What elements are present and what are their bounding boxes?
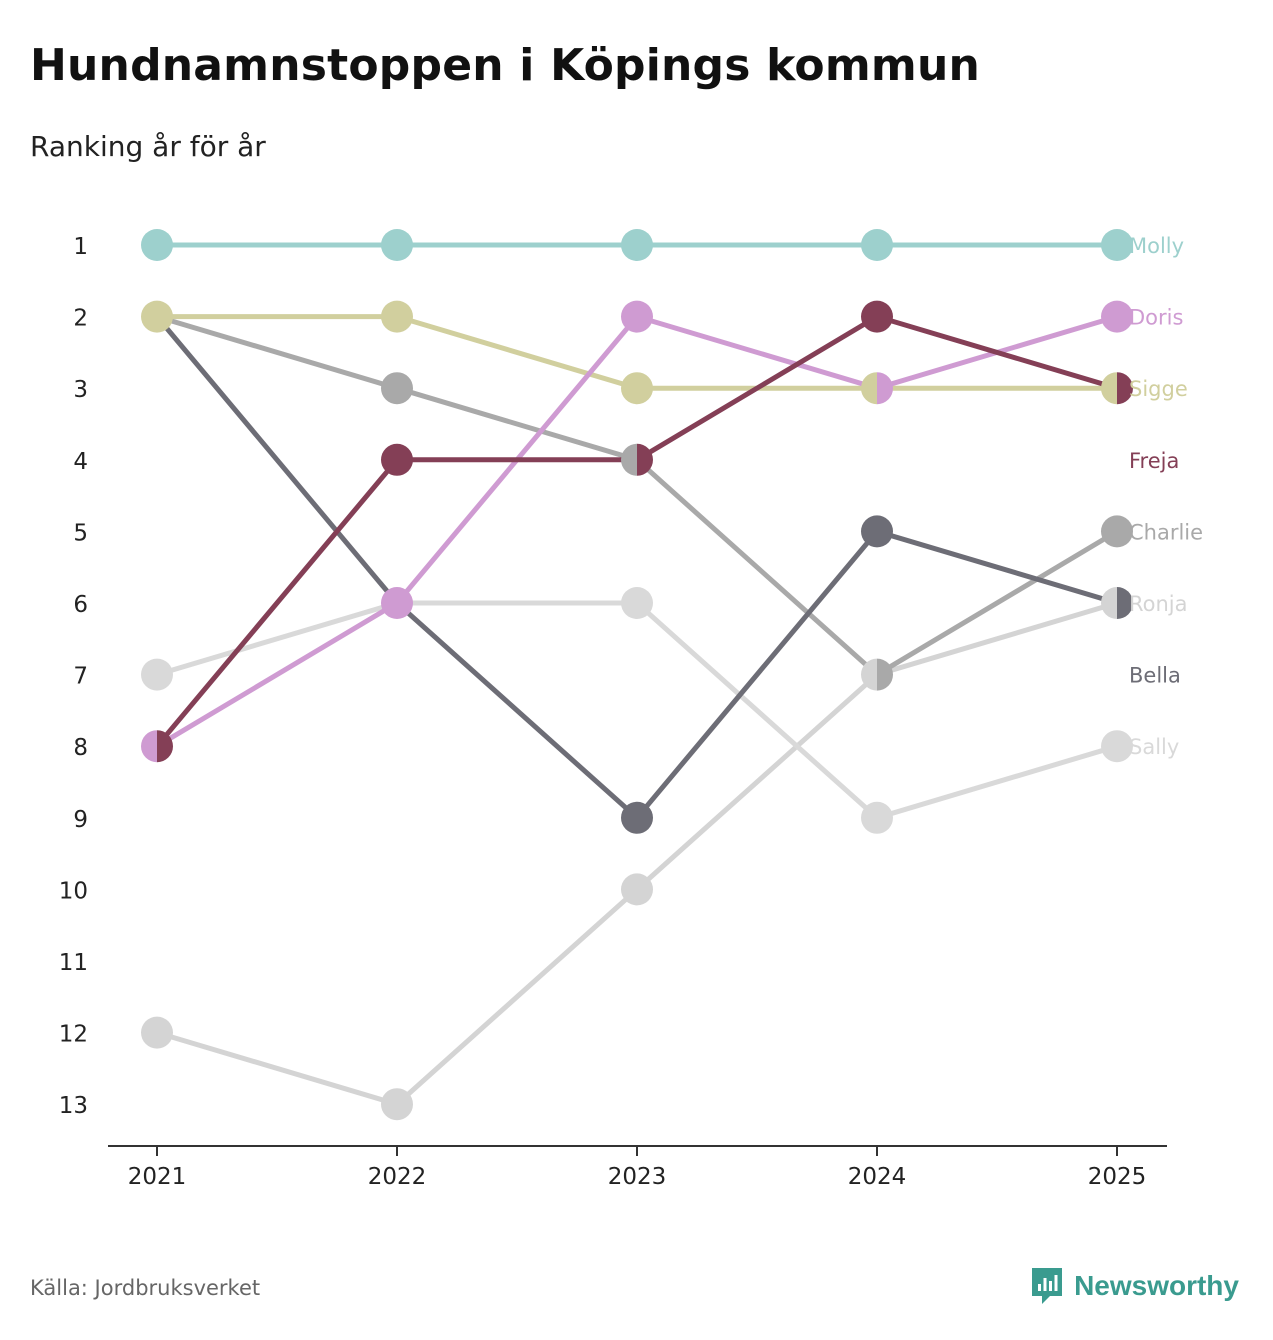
end-label-bella: Bella	[1129, 664, 1181, 688]
source-note: Källa: Jordbruksverket	[30, 1276, 261, 1300]
x-tick-label: 2025	[1088, 1164, 1147, 1190]
point-doris	[141, 730, 157, 763]
point-bella	[621, 801, 653, 834]
point-sigge	[141, 300, 173, 333]
point-ronja	[141, 1016, 173, 1049]
end-label-molly: Molly	[1129, 234, 1184, 258]
end-label-doris: Doris	[1129, 306, 1183, 330]
series-line-charlie	[154, 314, 1120, 678]
end-label-charlie: Charlie	[1129, 520, 1203, 544]
x-tick-label: 2023	[608, 1164, 667, 1190]
point-freja	[381, 443, 413, 476]
end-label-ronja: Ronja	[1129, 592, 1188, 616]
y-tick-label: 5	[73, 520, 88, 546]
y-tick-label: 11	[59, 950, 88, 976]
point-charlie	[381, 372, 413, 405]
point-sigge	[381, 300, 413, 333]
point-sigge	[861, 372, 877, 405]
y-tick-label: 1	[73, 234, 88, 260]
x-tick-label: 2024	[848, 1164, 907, 1190]
point-molly	[861, 229, 893, 261]
point-ronja	[861, 658, 877, 691]
point-doris	[621, 300, 653, 333]
point-bella	[861, 515, 893, 548]
series-line-ronja	[154, 600, 1120, 1107]
y-tick-label: 9	[73, 807, 88, 833]
point-freja	[861, 300, 893, 333]
y-tick-label: 13	[59, 1093, 88, 1119]
point-charlie	[621, 443, 637, 476]
point-bella	[1117, 587, 1133, 619]
y-tick-label: 6	[73, 592, 88, 618]
series-end-labels: Molly Doris Sigge Freja Charlie Ronja Bella Sal…	[1129, 234, 1203, 759]
brand-name: Newsworthy	[1074, 1270, 1239, 1301]
point-molly	[1101, 229, 1133, 261]
y-tick-label: 4	[73, 449, 88, 475]
point-sally	[861, 801, 893, 834]
series-points	[141, 229, 1133, 1121]
y-tick-label: 8	[73, 735, 88, 761]
y-tick-label: 12	[59, 1022, 88, 1048]
point-sally	[621, 587, 653, 619]
y-tick-label: 10	[59, 878, 88, 904]
point-ronja	[621, 873, 653, 906]
point-freja	[637, 443, 653, 476]
y-tick-label: 2	[73, 306, 88, 332]
point-molly	[381, 229, 413, 261]
chart-subtitle: Ranking år för år	[30, 130, 266, 163]
point-molly	[141, 229, 173, 261]
point-ronja	[1101, 587, 1117, 619]
x-tick-label: 2021	[128, 1164, 187, 1190]
point-doris	[381, 587, 413, 619]
point-doris	[1101, 300, 1133, 333]
point-sally	[1101, 730, 1133, 763]
end-label-sally: Sally	[1129, 735, 1179, 759]
end-label-freja: Freja	[1129, 449, 1179, 473]
point-molly	[621, 229, 653, 261]
point-sigge	[1101, 372, 1117, 405]
x-tick-label: 2022	[368, 1164, 427, 1190]
end-label-sigge: Sigge	[1129, 377, 1188, 401]
newsworthy-logo-icon	[1032, 1268, 1063, 1304]
point-sally	[141, 658, 173, 691]
point-freja	[157, 730, 173, 763]
point-charlie	[1101, 515, 1133, 548]
series-line-sally	[154, 600, 1120, 821]
point-sigge	[621, 372, 653, 405]
brand-logo: Newsworthy	[1030, 1266, 1239, 1306]
y-tick-label: 7	[73, 664, 88, 690]
point-charlie	[877, 658, 893, 691]
y-tick-label: 3	[73, 377, 88, 403]
point-ronja	[381, 1088, 413, 1121]
point-freja	[1117, 372, 1133, 405]
point-doris	[877, 372, 893, 405]
chart-title: Hundnamnstoppen i Köpings kommun	[30, 40, 980, 91]
